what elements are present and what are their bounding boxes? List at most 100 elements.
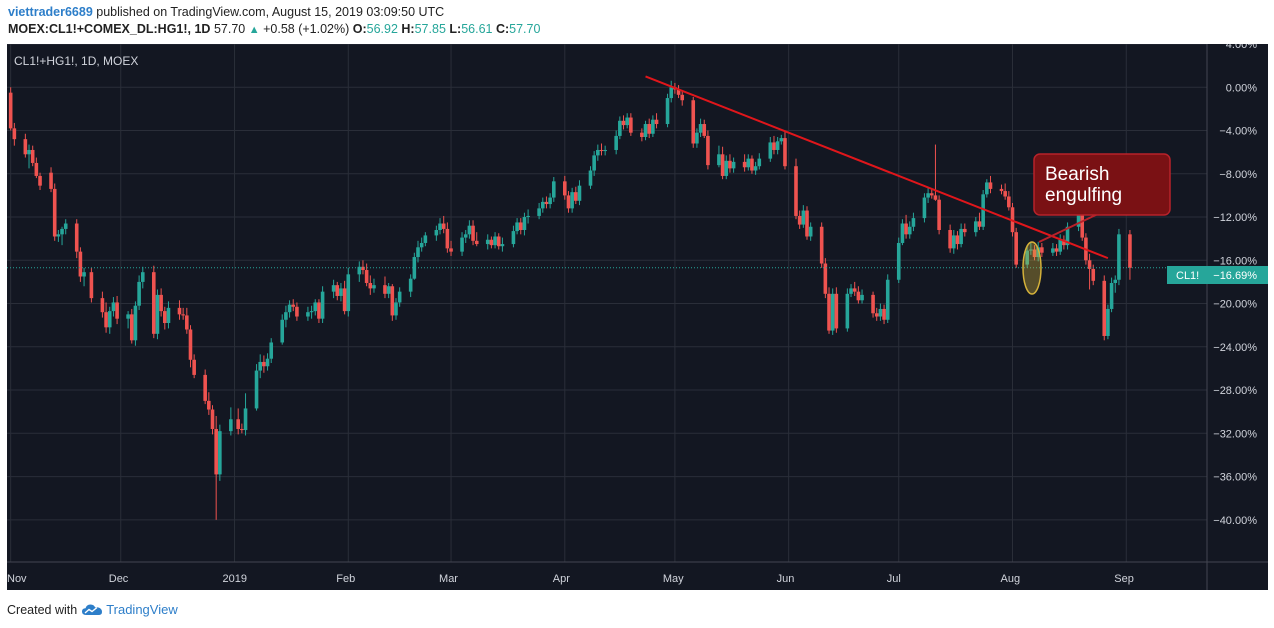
tradingview-brand: TradingView (106, 602, 178, 617)
candle-body (1080, 214, 1085, 238)
published-text: published on TradingView.com, August 15,… (96, 5, 445, 19)
candle-body (779, 138, 784, 142)
candle (192, 354, 196, 379)
candle-body (188, 329, 193, 360)
candle-body (551, 181, 556, 198)
candle-body (882, 308, 886, 320)
annotation[interactable]: Bearish engulfing (1022, 153, 1171, 295)
candle (805, 206, 809, 240)
candle-body (1051, 248, 1055, 253)
pane-legend: CL1!+HG1!, 1D, MOEX (14, 54, 138, 68)
low-label: L: (449, 22, 462, 36)
candle (74, 219, 79, 259)
candle (856, 286, 861, 304)
candle (904, 214, 908, 239)
candle (485, 234, 490, 250)
candle-body (56, 234, 61, 237)
candle-body (489, 239, 494, 246)
callout-line2: engulfing (1045, 185, 1122, 206)
candle (948, 224, 952, 253)
candle (269, 338, 274, 364)
candle (907, 221, 912, 239)
candle (445, 222, 450, 253)
candle-body (295, 306, 299, 317)
candle (757, 153, 762, 170)
candle (207, 392, 211, 415)
y-tick-label: −12.00% (1213, 212, 1257, 224)
candle-body (346, 274, 351, 312)
resistance-trendline[interactable] (645, 75, 1109, 260)
tradingview-logo[interactable]: TradingView (81, 602, 178, 617)
candle (537, 202, 541, 220)
candle-body (599, 149, 604, 152)
candle-body (107, 311, 112, 328)
candle (107, 306, 112, 334)
candle (1051, 242, 1055, 256)
candle-body (962, 228, 967, 233)
candle-body (651, 119, 655, 134)
candle (566, 191, 571, 213)
x-tick-label: Nov (7, 573, 27, 585)
x-tick-label: Sep (1114, 573, 1134, 585)
y-tick-label: −8.00% (1219, 169, 1257, 181)
candle-body (742, 161, 747, 168)
author-link[interactable]: viettrader6689 (8, 5, 93, 19)
candle (177, 300, 182, 320)
candle-body (511, 231, 516, 245)
candle-body (951, 235, 956, 249)
candle (1007, 191, 1011, 211)
candle (1106, 304, 1110, 340)
candle (742, 154, 747, 172)
candle (291, 299, 296, 312)
candle (434, 225, 439, 241)
candle (768, 137, 773, 162)
callout-pointer (1038, 211, 1103, 243)
candle (1003, 183, 1007, 200)
candle-body (151, 272, 156, 334)
candle (1029, 242, 1033, 255)
candle (27, 144, 31, 169)
candle-body (30, 149, 35, 163)
candle (419, 237, 424, 252)
candle (1109, 277, 1114, 313)
created-with-text: Created with (7, 602, 78, 617)
candle (900, 219, 905, 246)
candle (280, 314, 285, 345)
candle (937, 195, 941, 235)
candle-body (104, 312, 108, 328)
candle (676, 85, 681, 99)
candle (896, 237, 901, 283)
candle (60, 226, 64, 246)
candle-body (757, 158, 762, 167)
candle (515, 218, 519, 235)
candle-body (856, 291, 861, 301)
candle-body (49, 172, 53, 189)
candle-body (518, 222, 523, 231)
price-tag-value: −16.69% (1213, 270, 1257, 282)
candle-body (357, 266, 362, 275)
candle-body (1007, 196, 1011, 208)
candle (720, 146, 725, 180)
candle (680, 90, 685, 106)
candle (827, 287, 831, 334)
candle-body (372, 285, 376, 289)
candle (155, 289, 160, 340)
candle-body (618, 120, 622, 136)
candle (104, 302, 108, 333)
candle-body (860, 294, 864, 301)
chart-container[interactable]: 4.00% 0.00% −4.00% −8.00% −12.00% −16.00% −20.… (7, 44, 1268, 590)
candle-body (574, 192, 578, 201)
candle-body (1076, 214, 1081, 227)
candle (320, 286, 325, 324)
candle (100, 291, 105, 318)
price-tag-bg (1167, 266, 1268, 284)
candle-body (562, 181, 567, 196)
candle (236, 408, 240, 435)
candle-body (438, 223, 442, 231)
candle (166, 301, 171, 329)
candle-body (665, 98, 670, 125)
candle (243, 393, 248, 436)
candle (115, 295, 119, 325)
candle-body (306, 312, 310, 317)
candle-body (643, 124, 648, 138)
